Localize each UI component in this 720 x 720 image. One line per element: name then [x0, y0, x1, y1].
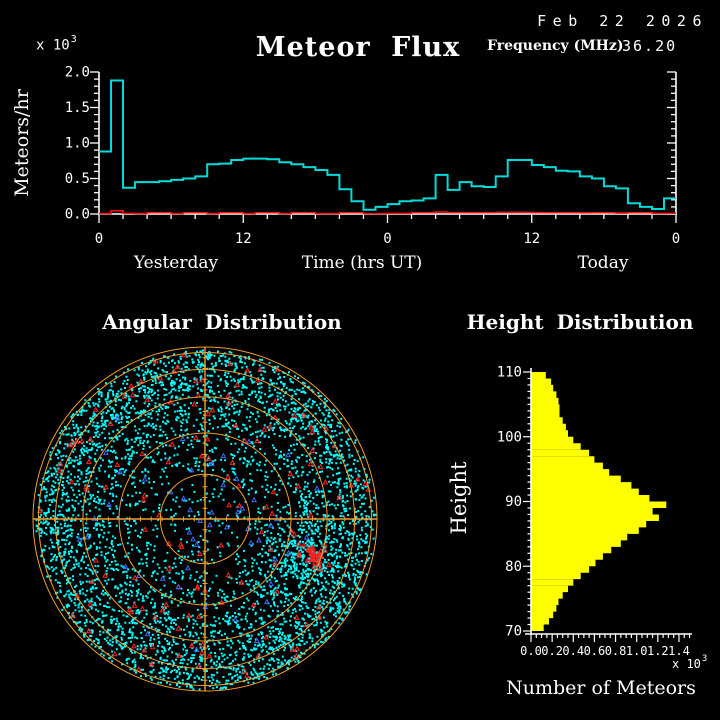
flux-series-cyan: [99, 79, 676, 211]
height-ticks: [523, 371, 691, 642]
svg-text:0: 0: [672, 231, 680, 247]
flux-scale-base: x 10: [36, 37, 70, 54]
height-distribution-title: Height Distribution: [466, 310, 694, 334]
day-label-yesterday: Yesterday: [133, 253, 219, 273]
angular-grid: [32, 346, 378, 692]
date-label: Feb 22 2026: [537, 12, 708, 30]
svg-text:0: 0: [95, 231, 103, 247]
day-label-today: Today: [577, 253, 629, 273]
page-title: Meteor Flux: [255, 32, 461, 63]
flux-axes: [98, 72, 677, 215]
svg-text:1.2: 1.2: [647, 644, 669, 658]
height-xtick-labels: 0.0 0.2 0.4 0.6 0.8 1.0 1.2 1.4: [520, 644, 690, 658]
svg-text:1.0: 1.0: [65, 136, 90, 152]
svg-text:1.5: 1.5: [65, 100, 90, 116]
svg-text:0.6: 0.6: [584, 644, 606, 658]
frequency-value: 36.20: [622, 37, 678, 55]
height-ytick-labels: 70 80 90 100 110: [497, 365, 522, 640]
svg-text:1.4: 1.4: [668, 644, 690, 658]
svg-text:0.0: 0.0: [65, 207, 90, 223]
flux-x-axis-label: Time (hrs UT): [301, 253, 423, 273]
flux-xtick-labels: 0 12 0 12 0: [95, 231, 680, 247]
svg-text:0.8: 0.8: [605, 644, 627, 658]
height-scale-exponent: 3: [701, 654, 708, 664]
svg-text:70: 70: [505, 624, 522, 640]
height-distribution-plot: 70 80 90 100 110 0.0 0.2 0.4 0.6 0.8 1.0 1.2 1.4: [497, 365, 692, 658]
svg-text:2.0: 2.0: [65, 65, 90, 81]
angular-distribution-title: Angular Distribution: [102, 310, 342, 334]
svg-text:12: 12: [523, 231, 540, 247]
svg-text:100: 100: [497, 429, 522, 445]
flux-chart: 0.0 0.5 1.0 1.5 2.0 0 12 0 12 0: [65, 65, 681, 248]
height-bars: [531, 372, 667, 631]
flux-ticks: [90, 71, 677, 223]
svg-text:0.2: 0.2: [541, 644, 563, 658]
svg-text:12: 12: [235, 231, 252, 247]
svg-text:0.5: 0.5: [65, 171, 90, 187]
svg-text:80: 80: [505, 559, 522, 575]
svg-text:90: 90: [505, 494, 522, 510]
flux-y-axis-label: Meteors/hr: [11, 89, 33, 197]
height-x-axis-label: Number of Meteors: [506, 677, 696, 699]
flux-scale-exponent: 3: [70, 34, 77, 45]
svg-text:110: 110: [497, 365, 522, 381]
svg-text:1.0: 1.0: [626, 644, 648, 658]
svg-text:0: 0: [383, 231, 391, 247]
frequency-label: Frequency (MHz): [487, 38, 624, 54]
height-x-scale-note: x 103: [672, 654, 708, 671]
svg-text:0.4: 0.4: [562, 644, 584, 658]
svg-text:0.0: 0.0: [520, 644, 542, 658]
flux-series-red: [99, 210, 676, 215]
height-y-axis-label: Height: [447, 461, 471, 535]
flux-y-scale-note: x 103: [36, 34, 77, 54]
angular-distribution-plot: [32, 346, 378, 692]
flux-ytick-labels: 0.0 0.5 1.0 1.5 2.0: [65, 65, 90, 223]
height-scale-base: x 10: [672, 657, 701, 671]
angular-red-markers: [36, 351, 372, 679]
